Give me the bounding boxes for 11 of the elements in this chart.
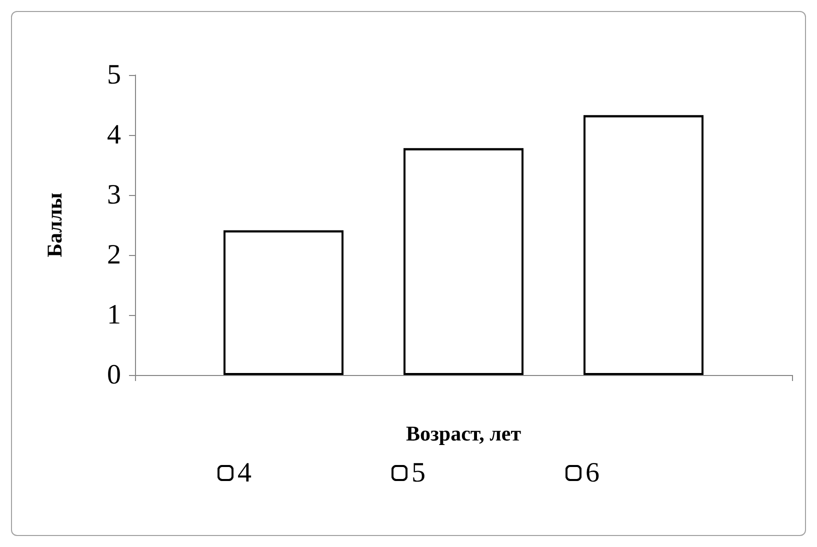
legend-label: 4 xyxy=(238,458,252,488)
legend-label: 6 xyxy=(586,458,600,488)
y-tick-label: 0 xyxy=(107,360,121,390)
x-axis-title: Возраст, лет xyxy=(406,422,522,446)
y-axis-title: Баллы xyxy=(42,192,66,258)
y-tick-label: 1 xyxy=(107,300,121,330)
legend-label: 5 xyxy=(412,458,426,488)
y-tick-label: 5 xyxy=(107,60,121,90)
y-tick-label: 4 xyxy=(107,120,121,150)
y-tick-label: 3 xyxy=(107,180,121,210)
y-tick-label: 2 xyxy=(107,240,121,270)
